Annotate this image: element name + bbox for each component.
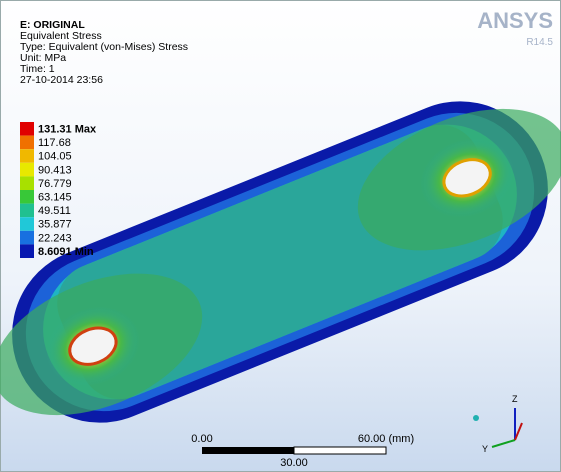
scale-segment — [294, 447, 386, 454]
legend-swatch — [20, 163, 34, 177]
legend-swatch — [20, 176, 34, 190]
legend-label: 117.68 — [38, 137, 71, 149]
scale-segment — [202, 447, 294, 454]
axis-label: Y — [482, 444, 488, 454]
legend-label: 76.779 — [38, 178, 72, 190]
legend-swatch — [20, 149, 34, 163]
legend-swatch — [20, 204, 34, 218]
legend-swatch — [20, 122, 34, 136]
origin-marker — [473, 415, 479, 421]
scale-label: 0.00 — [191, 433, 212, 445]
scale-label: 60.00 (mm) — [358, 433, 414, 445]
version: R14.5 — [526, 37, 553, 48]
legend-label: 35.877 — [38, 219, 72, 231]
axis-label: Z — [512, 394, 518, 404]
legend-label: 63.145 — [38, 192, 72, 204]
legend-swatch — [20, 244, 34, 258]
header-line: 27-10-2014 23:56 — [20, 74, 103, 86]
legend-label: 104.05 — [38, 151, 72, 163]
legend-swatch — [20, 136, 34, 150]
legend-label: 8.6091 Min — [38, 246, 94, 258]
legend-label: 49.511 — [38, 205, 71, 217]
legend-swatch — [20, 217, 34, 231]
legend-swatch — [20, 231, 34, 245]
brand: ANSYS — [477, 8, 553, 33]
legend-swatch — [20, 190, 34, 204]
legend-label: 90.413 — [38, 164, 72, 176]
legend-label: 131.31 Max — [38, 124, 97, 136]
legend-label: 22.243 — [38, 232, 72, 244]
viewport: E: ORIGINALEquivalent StressType: Equiva… — [0, 0, 561, 472]
scale-label: 30.00 — [280, 457, 308, 469]
